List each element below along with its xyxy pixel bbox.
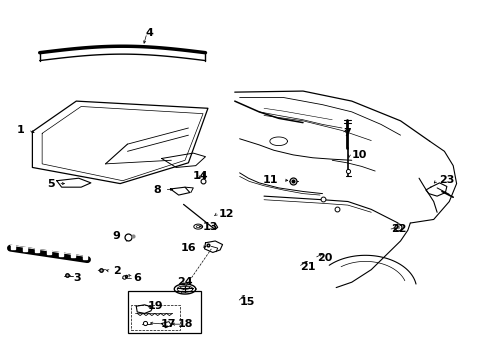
Text: 17: 17 bbox=[160, 319, 175, 329]
Text: 8: 8 bbox=[153, 185, 160, 195]
Text: 2: 2 bbox=[113, 266, 121, 276]
Text: 13: 13 bbox=[203, 222, 218, 231]
Text: 10: 10 bbox=[351, 150, 366, 160]
Text: 24: 24 bbox=[177, 277, 192, 287]
Text: 16: 16 bbox=[181, 243, 196, 253]
Text: 6: 6 bbox=[133, 273, 141, 283]
Text: 20: 20 bbox=[316, 253, 331, 263]
Text: 1: 1 bbox=[16, 125, 24, 135]
Text: 22: 22 bbox=[390, 225, 406, 234]
Text: 9: 9 bbox=[113, 231, 121, 240]
Text: 5: 5 bbox=[47, 179, 54, 189]
Text: 12: 12 bbox=[219, 209, 234, 219]
Text: 23: 23 bbox=[439, 175, 454, 185]
Text: 14: 14 bbox=[192, 171, 208, 181]
Text: 11: 11 bbox=[263, 175, 278, 185]
Text: 15: 15 bbox=[239, 297, 254, 307]
Text: 4: 4 bbox=[145, 28, 153, 38]
Text: 18: 18 bbox=[177, 319, 192, 329]
Text: 19: 19 bbox=[148, 301, 163, 311]
Text: 21: 21 bbox=[300, 262, 315, 272]
Text: 3: 3 bbox=[73, 273, 81, 283]
Text: 7: 7 bbox=[342, 129, 350, 138]
